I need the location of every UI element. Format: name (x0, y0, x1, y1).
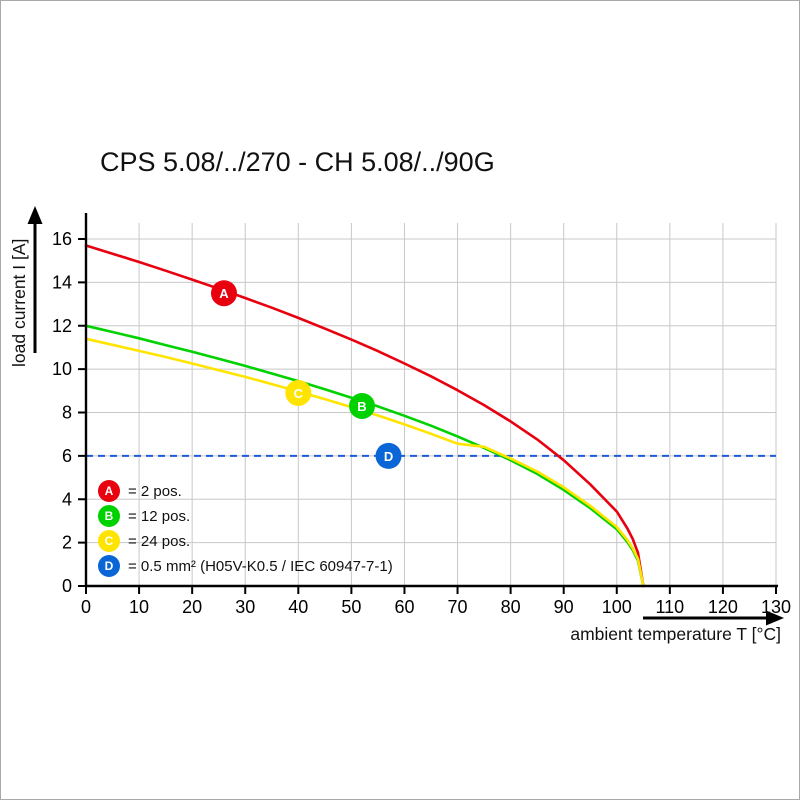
svg-text:10: 10 (52, 359, 72, 379)
svg-text:B: B (357, 399, 366, 414)
legend-label-c: = 24 pos. (128, 532, 191, 550)
svg-text:8: 8 (62, 403, 72, 423)
svg-text:70: 70 (448, 597, 468, 617)
chart-title: CPS 5.08/../270 - CH 5.08/../90G (100, 147, 495, 177)
legend-label-b: = 12 pos. (128, 507, 191, 525)
legend-marker-d-icon: D (98, 555, 120, 577)
legend-label-a: = 2 pos. (128, 482, 182, 500)
svg-text:2: 2 (62, 533, 72, 553)
svg-text:100: 100 (602, 597, 632, 617)
svg-text:80: 80 (501, 597, 521, 617)
svg-text:12: 12 (52, 316, 72, 336)
svg-text:40: 40 (288, 597, 308, 617)
svg-text:D: D (384, 449, 393, 464)
svg-text:120: 120 (708, 597, 738, 617)
legend-item-c: C = 24 pos. (98, 530, 393, 552)
svg-text:0: 0 (81, 597, 91, 617)
svg-text:0: 0 (62, 576, 72, 596)
svg-text:110: 110 (655, 597, 684, 617)
svg-text:130: 130 (761, 597, 791, 617)
svg-text:10: 10 (129, 597, 149, 617)
svg-text:20: 20 (182, 597, 202, 617)
legend-marker-b-icon: B (98, 505, 120, 527)
y-axis-label: load current I [A] (9, 238, 29, 367)
legend-marker-a-icon: A (98, 480, 120, 502)
svg-text:C: C (294, 386, 304, 401)
svg-text:6: 6 (62, 446, 72, 466)
x-axis-label: ambient temperature T [°C] (570, 624, 781, 644)
legend-item-b: B = 12 pos. (98, 505, 393, 527)
legend: A = 2 pos. B = 12 pos. C = 24 pos. D = 0… (98, 480, 393, 577)
svg-text:4: 4 (62, 489, 72, 509)
svg-text:60: 60 (394, 597, 414, 617)
svg-text:90: 90 (554, 597, 574, 617)
legend-label-d: = 0.5 mm² (H05V-K0.5 / IEC 60947-7-1) (128, 557, 393, 575)
svg-text:A: A (219, 286, 229, 301)
legend-item-d: D = 0.5 mm² (H05V-K0.5 / IEC 60947-7-1) (98, 555, 393, 577)
legend-marker-c-icon: C (98, 530, 120, 552)
svg-text:30: 30 (235, 597, 255, 617)
legend-item-a: A = 2 pos. (98, 480, 393, 502)
svg-text:16: 16 (52, 229, 72, 249)
svg-text:50: 50 (341, 597, 361, 617)
svg-text:14: 14 (52, 272, 72, 292)
